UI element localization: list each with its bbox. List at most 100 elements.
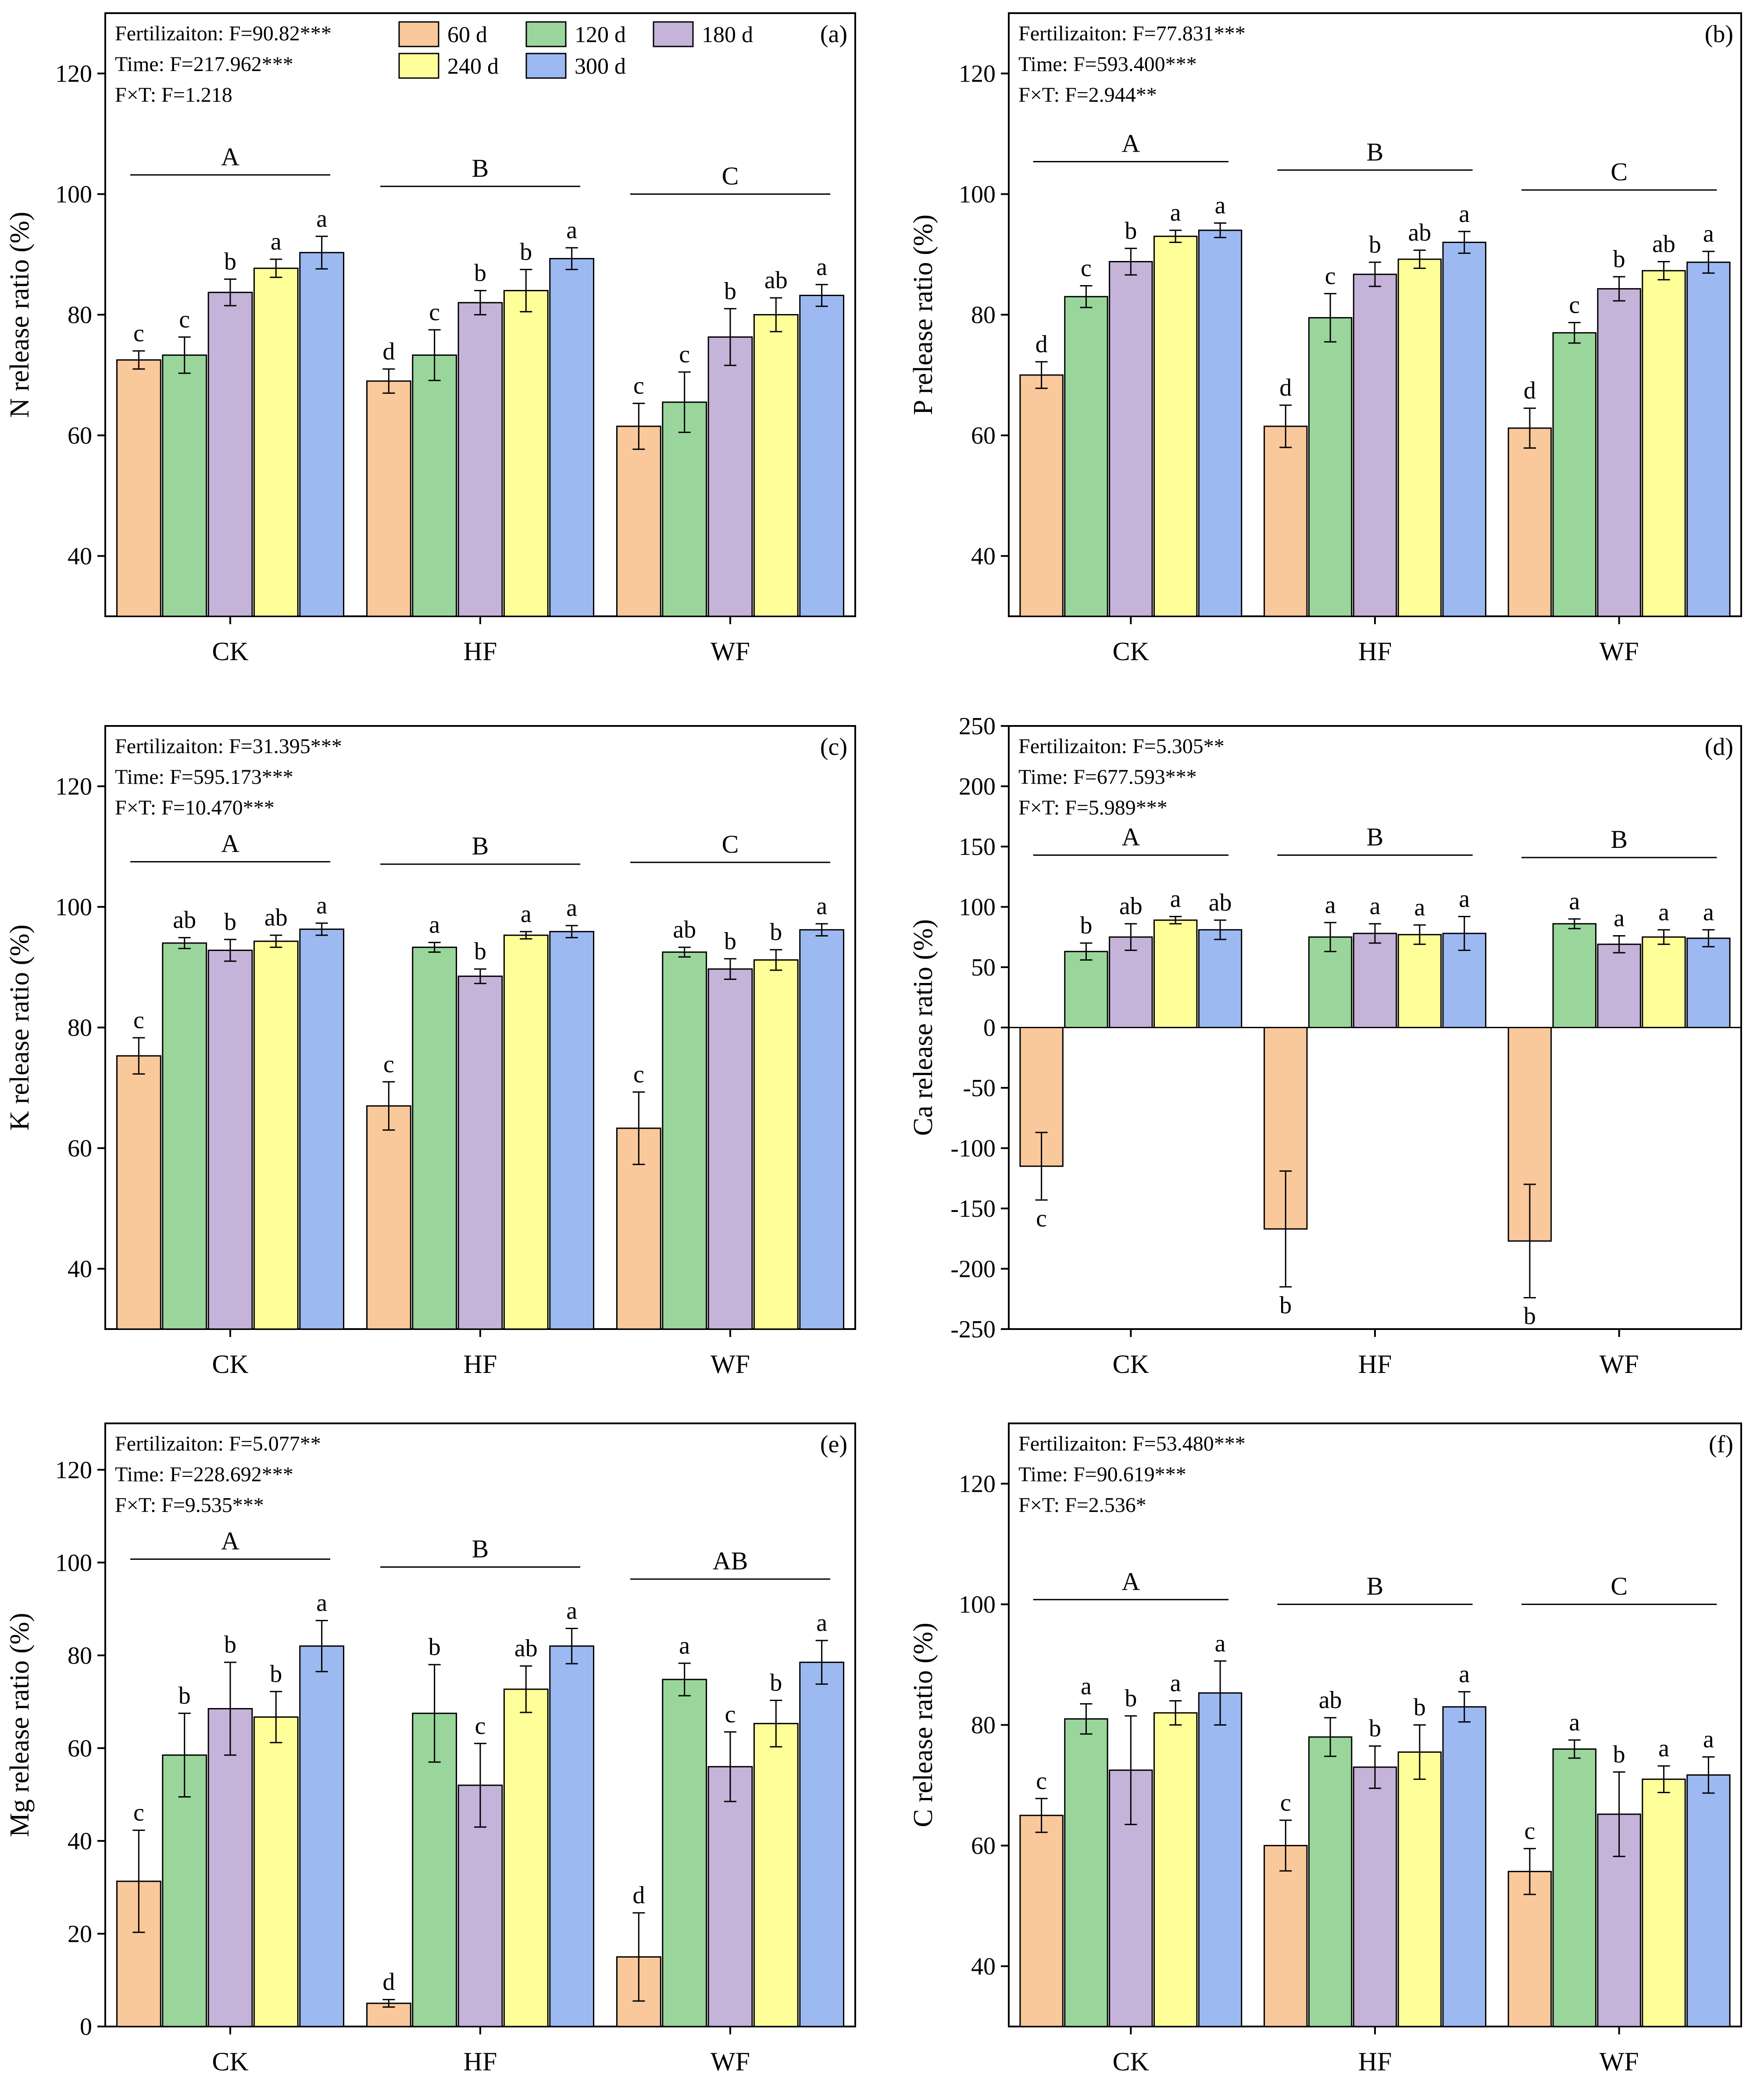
bar <box>162 354 207 617</box>
y-tick-label: 100 <box>959 894 996 921</box>
significance-letter: ab <box>264 904 288 931</box>
y-tick-label: 80 <box>68 302 92 329</box>
significance-letter: b <box>474 260 486 287</box>
group-letter: A <box>221 143 239 171</box>
bar <box>1552 1748 1597 2027</box>
y-tick-label: 50 <box>971 954 996 981</box>
significance-letter: a <box>1569 888 1580 915</box>
y-tick-label: 100 <box>55 1549 92 1576</box>
significance-letter: a <box>1703 899 1714 926</box>
bar <box>549 1645 594 2027</box>
bar <box>799 295 844 617</box>
group-letter: B <box>472 832 489 860</box>
significance-letter: b <box>770 919 782 946</box>
significance-letter: c <box>1325 262 1336 290</box>
bar <box>1353 933 1397 1028</box>
panel-tag: (b) <box>1705 21 1733 48</box>
significance-letter: c <box>1280 1789 1291 1816</box>
significance-letter: b <box>270 1660 282 1687</box>
bar <box>1597 944 1641 1028</box>
group-letter: A <box>221 1527 239 1555</box>
legend-swatch <box>525 21 567 47</box>
y-tick-label: 0 <box>80 2013 92 2041</box>
significance-letter: a <box>1658 899 1669 926</box>
bar <box>366 380 411 617</box>
bar <box>1552 923 1597 1028</box>
y-axis-title: Mg release ratio (%) <box>5 1613 35 1837</box>
legend: 60 d 120 d 180 d 240 d 300 d <box>398 21 753 79</box>
legend-label: 60 d <box>447 22 487 47</box>
significance-letter: b <box>1524 1303 1536 1330</box>
bar <box>1019 374 1064 617</box>
bar <box>753 1723 799 2027</box>
significance-letter: c <box>633 372 644 400</box>
significance-letter: b <box>724 928 736 955</box>
bar <box>662 401 707 617</box>
significance-letter: a <box>1569 1709 1580 1736</box>
group-letter: C <box>722 830 739 858</box>
panel-b: 40 60 80 100 120 P release ratio (%) CK d c b a a A H… <box>908 12 1742 666</box>
significance-letter: a <box>1370 893 1381 920</box>
group-letter: A <box>1121 129 1140 158</box>
anova-stat: Time: F=228.692*** <box>115 1463 293 1486</box>
bar <box>616 425 661 617</box>
significance-letter: c <box>133 1799 144 1826</box>
panel-tag: (a) <box>820 21 847 48</box>
significance-letter: b <box>1125 217 1137 244</box>
x-tick-label: WF <box>1600 637 1639 666</box>
bar <box>1442 242 1486 617</box>
x-tick-label: HF <box>464 1350 497 1379</box>
significance-letter: ab <box>1408 219 1431 246</box>
bar <box>1686 1774 1731 2027</box>
y-tick-label: 100 <box>959 181 996 208</box>
bar <box>116 1055 161 1330</box>
significance-letter: a <box>566 217 577 244</box>
significance-letter: b <box>224 248 236 275</box>
bar <box>1507 427 1552 617</box>
bar <box>1264 425 1308 617</box>
y-axis-title: C release ratio (%) <box>908 1623 938 1827</box>
significance-letter: ab <box>673 916 696 944</box>
y-tick-label: 40 <box>971 1953 996 1980</box>
significance-letter: b <box>1080 912 1092 939</box>
y-tick-label: 250 <box>959 713 996 740</box>
bar <box>1642 936 1686 1028</box>
bar <box>207 950 253 1330</box>
anova-stat: F×T: F=1.218 <box>115 83 232 107</box>
bar <box>1308 1736 1353 2027</box>
significance-letter: b <box>179 1682 191 1709</box>
significance-letter: a <box>1703 1726 1714 1753</box>
bar <box>799 929 844 1330</box>
x-tick-label: HF <box>1358 637 1392 666</box>
significance-letter: d <box>1279 374 1292 401</box>
significance-letter: d <box>382 1969 395 1996</box>
bar <box>707 1766 753 2027</box>
significance-letter: c <box>1036 1205 1047 1232</box>
bar <box>753 314 799 617</box>
bar <box>253 268 299 617</box>
significance-letter: a <box>316 892 327 919</box>
y-tick-label: 120 <box>55 1457 92 1484</box>
significance-letter: b <box>474 938 486 965</box>
y-tick-label: 0 <box>983 1015 996 1042</box>
y-tick-label: 40 <box>68 543 92 570</box>
bar <box>1552 332 1597 617</box>
bar <box>162 942 207 1330</box>
y-tick-label: 100 <box>959 1591 996 1619</box>
x-tick-label: CK <box>212 2047 248 2073</box>
significance-letter: a <box>316 205 327 232</box>
significance-letter: a <box>1081 1673 1092 1700</box>
significance-letter: b <box>224 1631 236 1658</box>
y-axis-title: P release ratio (%) <box>908 214 938 415</box>
bar <box>412 354 457 617</box>
significance-letter: c <box>1524 1817 1535 1844</box>
bar <box>1109 261 1153 617</box>
anova-stat: Time: F=593.400*** <box>1018 53 1197 76</box>
y-tick-label: 120 <box>55 61 92 88</box>
bar <box>1264 1845 1308 2027</box>
anova-stat: Time: F=90.619*** <box>1018 1463 1186 1486</box>
significance-letter: a <box>1614 905 1625 932</box>
legend-label: 300 d <box>575 54 626 79</box>
